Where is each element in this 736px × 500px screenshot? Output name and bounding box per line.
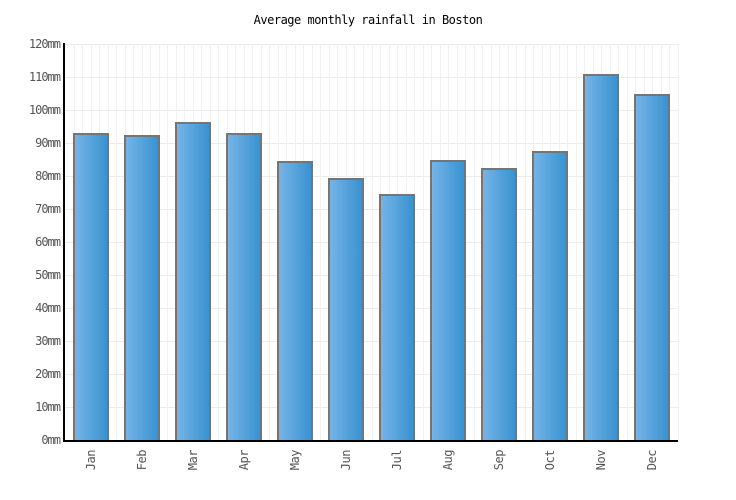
x-axis-label: Feb xyxy=(134,450,149,471)
x-axis-label: Jun xyxy=(338,450,353,471)
x-axis-label: Jan xyxy=(83,450,98,471)
bar-sep xyxy=(481,167,518,440)
v-gridline xyxy=(678,44,679,440)
y-axis-label: 20mm xyxy=(35,367,61,381)
y-axis-line xyxy=(63,43,65,442)
y-axis-label: 10mm xyxy=(35,400,61,414)
bar-aug xyxy=(430,159,467,440)
x-axis-label: Oct xyxy=(543,450,558,471)
bar-jul xyxy=(379,194,416,440)
bar-apr xyxy=(225,133,262,440)
bar-feb xyxy=(123,134,160,440)
v-gridline xyxy=(269,44,271,440)
y-axis-label: 120mm xyxy=(28,37,61,51)
v-gridline xyxy=(371,44,373,440)
y-axis-label: 30mm xyxy=(35,334,61,348)
bar-dec xyxy=(634,93,671,440)
x-axis-label: Dec xyxy=(645,450,660,471)
v-gridline xyxy=(116,44,118,440)
x-axis-label: Nov xyxy=(594,450,609,471)
x-axis-label: Mar xyxy=(185,450,200,471)
y-axis-label: 100mm xyxy=(28,103,61,117)
chart-title: Average monthly rainfall in Boston xyxy=(253,13,483,27)
x-axis-label: Sep xyxy=(492,450,507,471)
bar-mar xyxy=(174,121,211,440)
v-gridline xyxy=(626,44,628,440)
y-axis-label: 40mm xyxy=(35,301,61,315)
x-axis-label: Apr xyxy=(236,450,251,471)
bar-jun xyxy=(327,177,364,440)
v-gridline xyxy=(422,44,424,440)
x-axis-line xyxy=(63,440,678,442)
v-gridline xyxy=(473,44,475,440)
v-gridline xyxy=(575,44,577,440)
bar-jan xyxy=(72,133,109,440)
y-axis-label: 80mm xyxy=(35,169,61,183)
y-axis-label: 110mm xyxy=(28,70,61,84)
v-gridline xyxy=(320,44,322,440)
x-axis-label: Aug xyxy=(441,450,456,471)
y-axis-label: 70mm xyxy=(35,202,61,216)
bar-may xyxy=(276,161,313,440)
v-gridline xyxy=(167,44,169,440)
v-gridline xyxy=(524,44,526,440)
y-axis-label: 50mm xyxy=(35,268,61,282)
x-axis-label: May xyxy=(287,450,302,471)
y-axis-label: 0mm xyxy=(41,433,61,447)
bar-nov xyxy=(583,73,620,440)
y-axis-label: 60mm xyxy=(35,235,61,249)
y-axis-label: 90mm xyxy=(35,136,61,150)
bar-oct xyxy=(532,151,569,440)
x-axis-label: Jul xyxy=(390,450,405,471)
v-gridline xyxy=(218,44,220,440)
